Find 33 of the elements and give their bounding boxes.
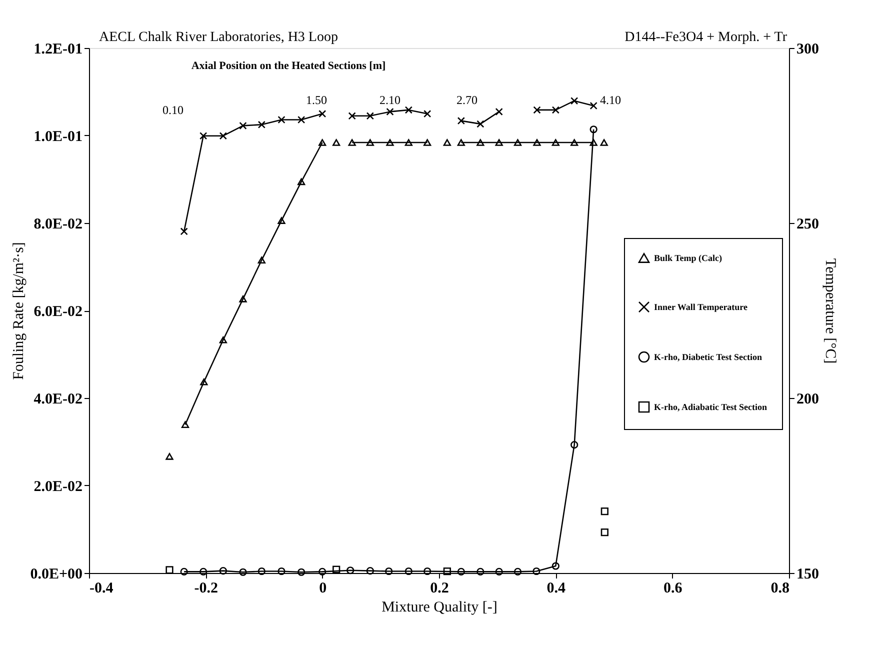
y2-tick-label: 200 (796, 392, 819, 408)
y-axis-title: Fouling Rate [kg/m²·s] (11, 242, 28, 380)
annotation: 1.50 (306, 93, 327, 107)
y2-tick-label: 250 (796, 216, 819, 232)
y2-axis-title: Temperature [°C] (822, 258, 838, 364)
chart-subtitle: D144--Fe3O4 + Morph. + Tr (624, 30, 788, 45)
y-tick-label: 4.0E-02 (34, 392, 82, 408)
annotation: 2.10 (380, 93, 400, 107)
x-tick-label: 0.4 (546, 580, 566, 596)
y2-tick-label: 300 (796, 42, 819, 58)
annotation: 2.70 (456, 93, 478, 107)
annotation: Axial Position on the Heated Sections [m] (191, 60, 386, 72)
legend-label: K-rho, Diabetic Test Section (654, 352, 762, 362)
y-tick-label: 0.0E+00 (30, 566, 82, 582)
y2-tick-label: 150 (796, 566, 819, 582)
y-tick-label: 6.0E-02 (34, 304, 82, 320)
x-axis-title: Mixture Quality [-] (382, 600, 498, 616)
x-tick-label: -0.4 (90, 580, 114, 596)
legend-label: Bulk Temp (Calc) (654, 253, 722, 263)
x-tick-label: 0.2 (430, 580, 449, 596)
legend-label: K-rho, Adiabatic Test Section (654, 402, 768, 412)
x-tick-label: 0 (319, 580, 327, 596)
annotation: 4.10 (600, 93, 621, 107)
chart-title: AECL Chalk River Laboratories, H3 Loop (99, 30, 338, 45)
annotation: 0.10 (162, 103, 184, 117)
x-tick-label: 0.8 (770, 580, 790, 596)
x-tick-label: -0.2 (194, 580, 218, 596)
y-tick-label: 1.0E-01 (34, 129, 82, 145)
y-tick-label: 8.0E-02 (34, 216, 82, 232)
y-tick-label: 2.0E-02 (34, 479, 82, 495)
y-tick-label: 1.2E-01 (34, 42, 82, 58)
legend-label: Inner Wall Temperature (654, 302, 748, 312)
x-tick-label: 0.6 (663, 580, 683, 596)
